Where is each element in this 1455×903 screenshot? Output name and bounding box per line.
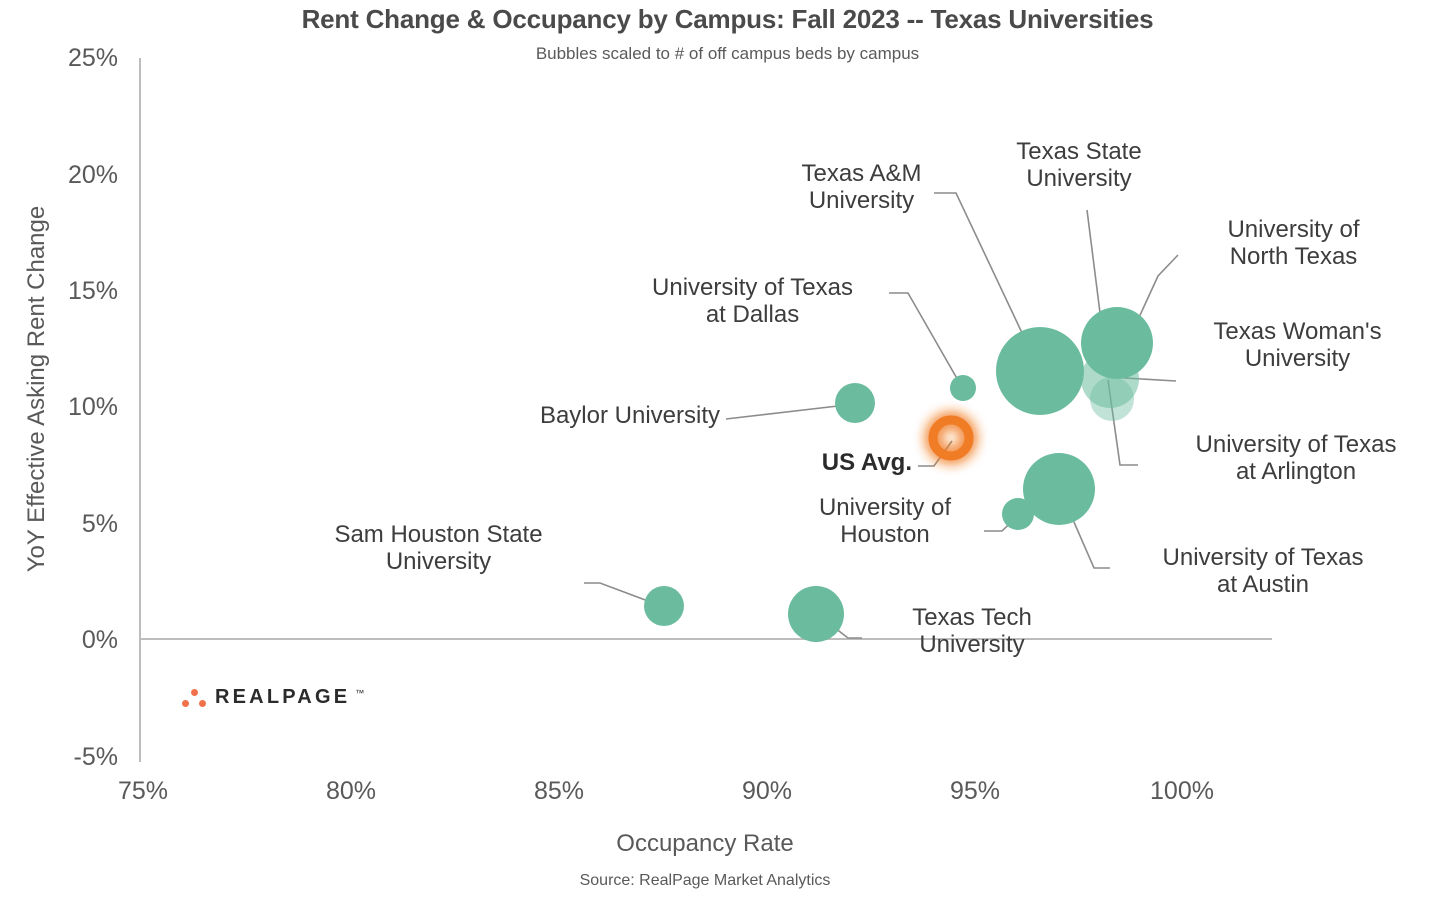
y-tick-neg5: -5% bbox=[73, 743, 118, 771]
x-tick-90: 90% bbox=[741, 777, 793, 805]
y-tick-20: 20% bbox=[67, 161, 118, 189]
label-ut-austin: University of Texas at Austin bbox=[1162, 544, 1364, 599]
label-sam-houston-state: Sam Houston State University bbox=[334, 521, 543, 576]
bubble-texas-am bbox=[996, 327, 1084, 415]
label-texas-state: Texas State University bbox=[1016, 138, 1142, 193]
realpage-wordmark: REALPAGE bbox=[215, 686, 351, 708]
label-ut-arlington: University of Texas at Arlington bbox=[1195, 431, 1397, 486]
source-note: Source: RealPage Market Analytics bbox=[579, 872, 831, 889]
y-tick-0: 0% bbox=[81, 626, 118, 654]
label-ut-dallas: University of Texas at Dallas bbox=[652, 274, 853, 329]
bubble-sam-houston bbox=[644, 586, 684, 626]
bubble-unt bbox=[1081, 350, 1139, 408]
bubble-baylor bbox=[835, 383, 875, 423]
y-tick-15: 15% bbox=[67, 277, 118, 305]
y-tick-25: 25% bbox=[67, 44, 118, 72]
chart-subtitle: Bubbles scaled to # of off campus beds b… bbox=[535, 44, 920, 63]
y-axis-title: YoY Effective Asking Rent Change bbox=[23, 205, 50, 573]
y-tick-10: 10% bbox=[67, 393, 118, 421]
x-tick-95: 95% bbox=[949, 777, 1001, 805]
bubble-ut-arlington bbox=[1023, 453, 1095, 525]
label-texas-womans-university: Texas Woman's University bbox=[1213, 318, 1382, 373]
us-average-marker bbox=[928, 415, 974, 461]
label-texas-tech: Texas Tech University bbox=[912, 604, 1032, 659]
bubbles bbox=[644, 307, 1153, 642]
label-texas-am: Texas A&M University bbox=[801, 160, 922, 215]
label-us-average: US Avg. bbox=[821, 449, 912, 476]
x-tick-80: 80% bbox=[325, 777, 377, 805]
realpage-dots-icon bbox=[182, 687, 208, 709]
label-university-of-north-texas: University of North Texas bbox=[1227, 216, 1360, 271]
y-tick-5: 5% bbox=[81, 510, 118, 538]
x-axis-title: Occupancy Rate bbox=[616, 830, 794, 857]
x-tick-75: 75% bbox=[117, 777, 169, 805]
bubble-texas-tech bbox=[788, 586, 844, 642]
label-baylor-university: Baylor University bbox=[539, 402, 720, 429]
x-tick-85: 85% bbox=[533, 777, 585, 805]
bubble-ut-dallas bbox=[950, 375, 976, 401]
bubble-twu bbox=[1090, 377, 1134, 421]
x-tick-100: 100% bbox=[1150, 777, 1214, 805]
trademark-icon: ™ bbox=[355, 688, 365, 698]
bubble-houston bbox=[1002, 498, 1034, 530]
realpage-logo: REALPAGE ™ bbox=[182, 686, 364, 709]
label-university-of-houston: University of Houston bbox=[818, 494, 952, 549]
chart-title: Rent Change & Occupancy by Campus: Fall … bbox=[301, 4, 1154, 34]
